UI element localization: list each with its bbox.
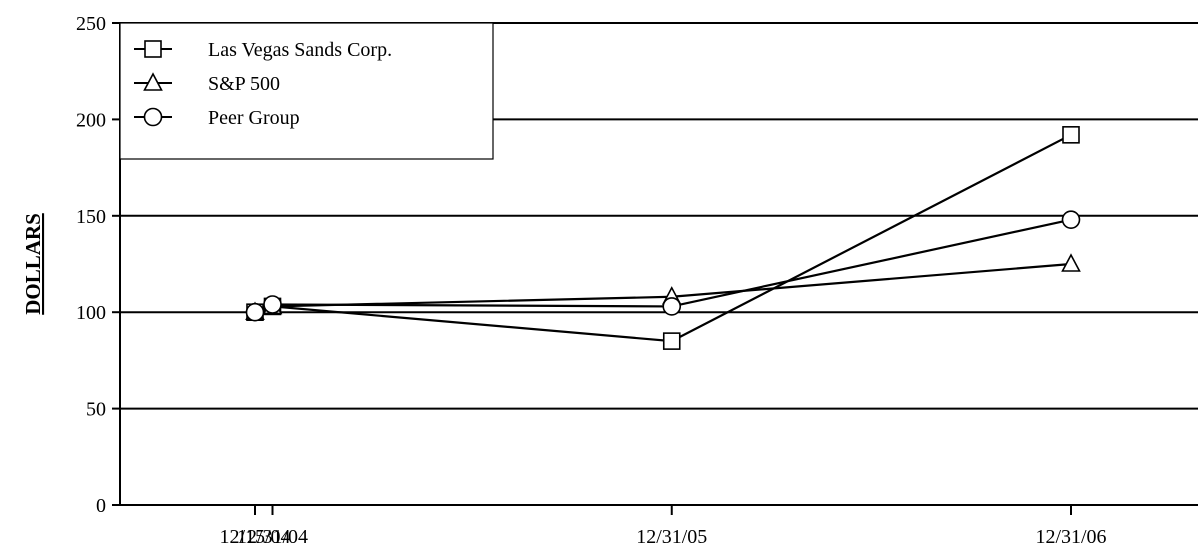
legend-label-triangle: S&P 500	[208, 73, 280, 95]
data-point-circle-3	[1061, 210, 1081, 229]
data-point-square-3	[1062, 126, 1080, 144]
y-tick-label-150: 150	[76, 206, 106, 228]
y-tick-label-250: 250	[76, 13, 106, 35]
legend-label-circle: Peer Group	[208, 107, 300, 129]
y-tick-label-100: 100	[76, 302, 106, 324]
legend-item-triangle: S&P 500	[134, 72, 280, 95]
legend-label-square: Las Vegas Sands Corp.	[208, 39, 392, 61]
x-tick-label-1: 12/31/04	[237, 526, 308, 548]
legend-marker-triangle	[143, 72, 163, 91]
data-point-triangle-3	[1061, 253, 1081, 272]
series-lines	[245, 126, 1081, 350]
data-point-circle-2	[662, 297, 682, 316]
x-tick-label-3: 12/31/06	[1035, 526, 1106, 548]
y-axis-title: DOLLARS	[21, 213, 45, 315]
series-line-square	[254, 133, 1072, 343]
legend-box	[119, 22, 494, 160]
legend-item-square: Las Vegas Sands Corp.	[134, 39, 392, 61]
data-point-circle-0	[245, 302, 265, 322]
y-tick-label-200: 200	[76, 109, 106, 131]
data-point-square-2	[662, 332, 681, 350]
series-circle	[245, 210, 1081, 322]
legend-item-circle: Peer Group	[134, 107, 300, 129]
series-square	[246, 126, 1080, 350]
series-line-circle	[254, 218, 1072, 314]
x-tick-label-0: 12/15/04	[219, 526, 290, 548]
legend: Las Vegas Sands Corp. S&P 500 Peer Group	[119, 22, 494, 160]
x-tick-label-2: 12/31/05	[636, 526, 707, 548]
series-triangle	[245, 253, 1081, 321]
legend-marker-square	[144, 40, 162, 58]
legend-marker-circle	[143, 107, 163, 127]
data-point-circle-1	[263, 295, 282, 314]
y-tick-label-0: 0	[96, 495, 106, 517]
y-tick-label-50: 50	[86, 399, 106, 421]
